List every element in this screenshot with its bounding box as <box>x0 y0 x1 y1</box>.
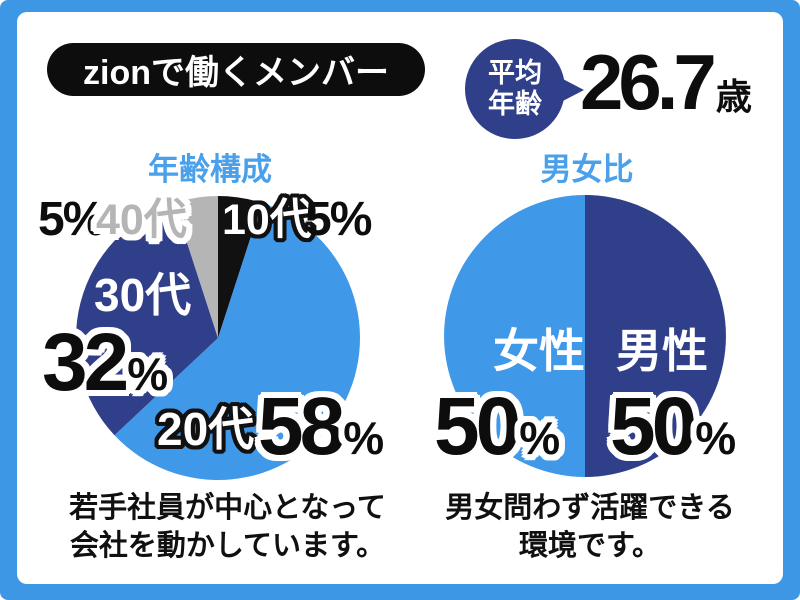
age-chart-caption: 若手社員が中心となって 会社を動かしています。 <box>30 489 425 566</box>
avg-age-badge-line2: 年齢 <box>488 89 542 119</box>
male-value-number: 50 <box>610 381 697 472</box>
percent-sign: % <box>329 193 373 246</box>
age-30s-value-number: 32 <box>42 317 129 408</box>
age-20s-value: 58% <box>258 386 384 468</box>
age-40s-label: 40代 <box>96 196 187 244</box>
pie-slice-男性 <box>585 195 726 477</box>
gender-chart-caption: 男女問わず活躍できる 環境です。 <box>430 489 750 566</box>
age-caption-line1: 若手社員が中心となって <box>69 492 386 524</box>
page-title: zionで働くメンバー <box>83 54 389 92</box>
percent-sign: % <box>519 412 561 464</box>
title-badge: zionで働くメンバー <box>47 43 425 96</box>
age-caption-line2: 会社を動かしています。 <box>69 530 386 563</box>
pie-slice-20代 <box>114 202 360 481</box>
age-40s-percent-number: 5 <box>38 193 65 246</box>
average-age-value: 26.7 歳 <box>580 40 752 124</box>
gender-female-label: 女性 <box>493 325 585 377</box>
age-30s-value: 32% <box>42 322 168 404</box>
age-30s-label: 30代 <box>94 269 192 321</box>
pie-slice-10代 <box>218 196 262 338</box>
percent-sign: % <box>127 348 169 400</box>
age-20s-label: 20代 <box>157 403 255 455</box>
age-chart-title: 年齢構成 <box>148 152 272 187</box>
gender-female-value: 50% <box>434 386 560 468</box>
pie-slice-女性 <box>444 195 585 477</box>
speech-bubble-tail-icon <box>559 77 584 103</box>
pie-slice-40代 <box>174 196 218 338</box>
gender-caption-line2: 環境です。 <box>518 530 662 563</box>
age-10s-percent-number: 5 <box>305 193 332 246</box>
percent-sign: % <box>695 412 737 464</box>
percent-sign: % <box>62 193 106 246</box>
gender-male-value: 50% <box>610 386 736 468</box>
gender-caption-line1: 男女問わず活躍できる <box>445 492 735 524</box>
age-10s-label: 10代 <box>222 196 313 244</box>
age-10s-percent: 5% <box>305 193 373 246</box>
female-value-number: 50 <box>434 381 521 472</box>
gender-chart-title: 男女比 <box>540 152 634 187</box>
pie-slice-30代 <box>75 202 219 436</box>
average-age-badge: 平均 年齢 <box>465 39 565 139</box>
avg-age-badge-line1: 平均 <box>488 57 542 88</box>
gender-male-label: 男性 <box>616 325 708 377</box>
avg-age-number: 26.7 <box>580 38 717 126</box>
percent-sign: % <box>343 412 385 464</box>
age-20s-value-number: 58 <box>258 381 345 472</box>
age-40s-percent: 5% <box>38 193 106 246</box>
age-pie-chart <box>75 196 360 481</box>
gender-pie-chart <box>444 195 726 477</box>
avg-age-unit: 歳 <box>715 76 752 117</box>
